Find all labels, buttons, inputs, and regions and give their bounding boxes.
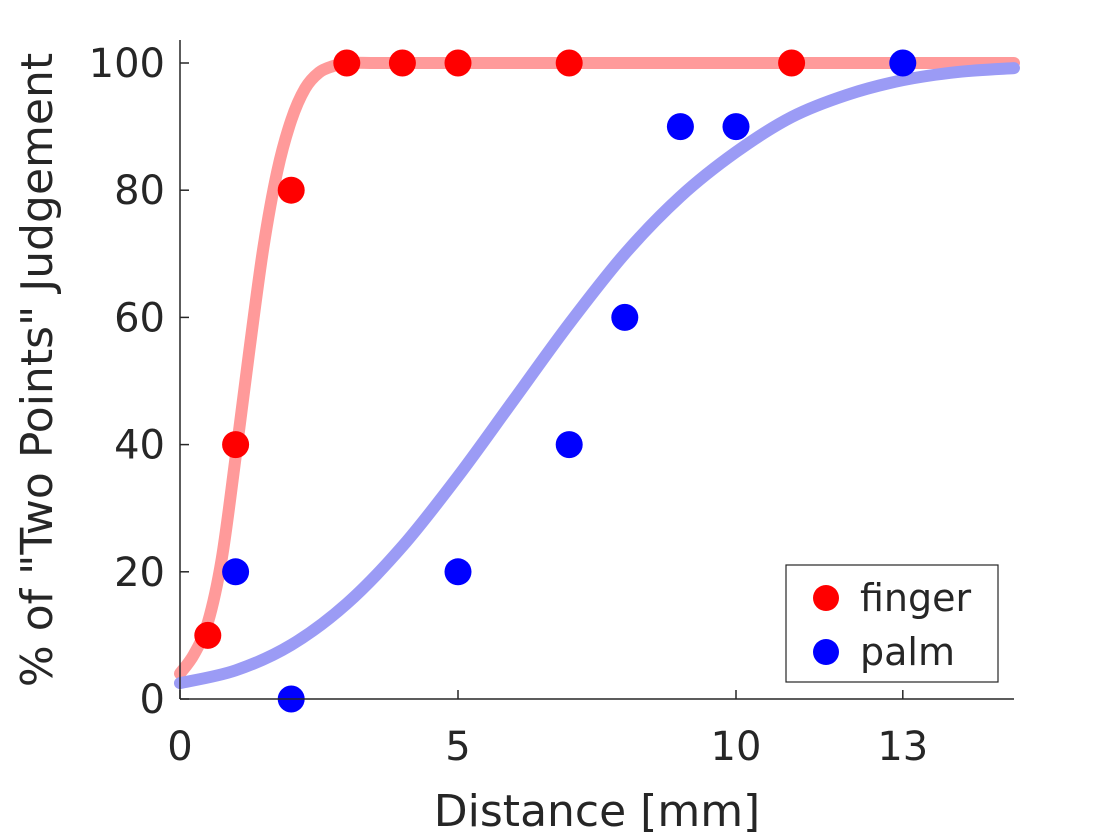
data-point-finger bbox=[444, 49, 472, 77]
data-point-palm bbox=[666, 113, 694, 141]
legend-label-palm: palm bbox=[860, 630, 955, 674]
data-point-finger bbox=[555, 49, 583, 77]
data-point-palm bbox=[722, 113, 750, 141]
y-tick-label: 80 bbox=[114, 168, 165, 214]
data-point-palm bbox=[611, 303, 639, 331]
x-axis-title: Distance [mm] bbox=[434, 786, 760, 837]
axes bbox=[179, 40, 1014, 700]
y-tick-label: 20 bbox=[114, 550, 165, 596]
legend-marker-finger bbox=[813, 585, 839, 611]
x-tick-label: 13 bbox=[877, 724, 928, 770]
data-point-palm bbox=[222, 558, 250, 586]
legend-marker-palm bbox=[813, 639, 839, 665]
legend-label-finger: finger bbox=[860, 576, 972, 620]
data-point-finger bbox=[333, 49, 361, 77]
data-point-finger bbox=[778, 49, 806, 77]
legend: finger palm bbox=[785, 564, 999, 683]
data-point-palm bbox=[555, 431, 583, 459]
x-tick-label: 5 bbox=[445, 724, 470, 770]
data-point-finger bbox=[194, 621, 222, 649]
y-tick-label: 100 bbox=[89, 41, 165, 87]
data-point-palm bbox=[889, 49, 917, 77]
data-point-palm bbox=[444, 558, 472, 586]
data-point-finger bbox=[222, 431, 250, 459]
x-tick-label: 0 bbox=[167, 724, 192, 770]
data-points bbox=[194, 49, 917, 713]
fit-curve-palm bbox=[174, 62, 1020, 690]
y-tick-label: 60 bbox=[114, 295, 165, 341]
y-tick-label: 40 bbox=[114, 423, 165, 469]
x-tick-label: 10 bbox=[711, 724, 762, 770]
x-ticks: 0 5 10 13 bbox=[167, 690, 928, 770]
y-axis-title: % of "Two Points" Judgement bbox=[12, 53, 63, 687]
data-point-finger bbox=[277, 176, 305, 204]
y-ticks: 0 20 40 60 80 100 bbox=[89, 41, 189, 723]
data-point-finger bbox=[388, 49, 416, 77]
y-tick-label: 0 bbox=[140, 677, 165, 723]
